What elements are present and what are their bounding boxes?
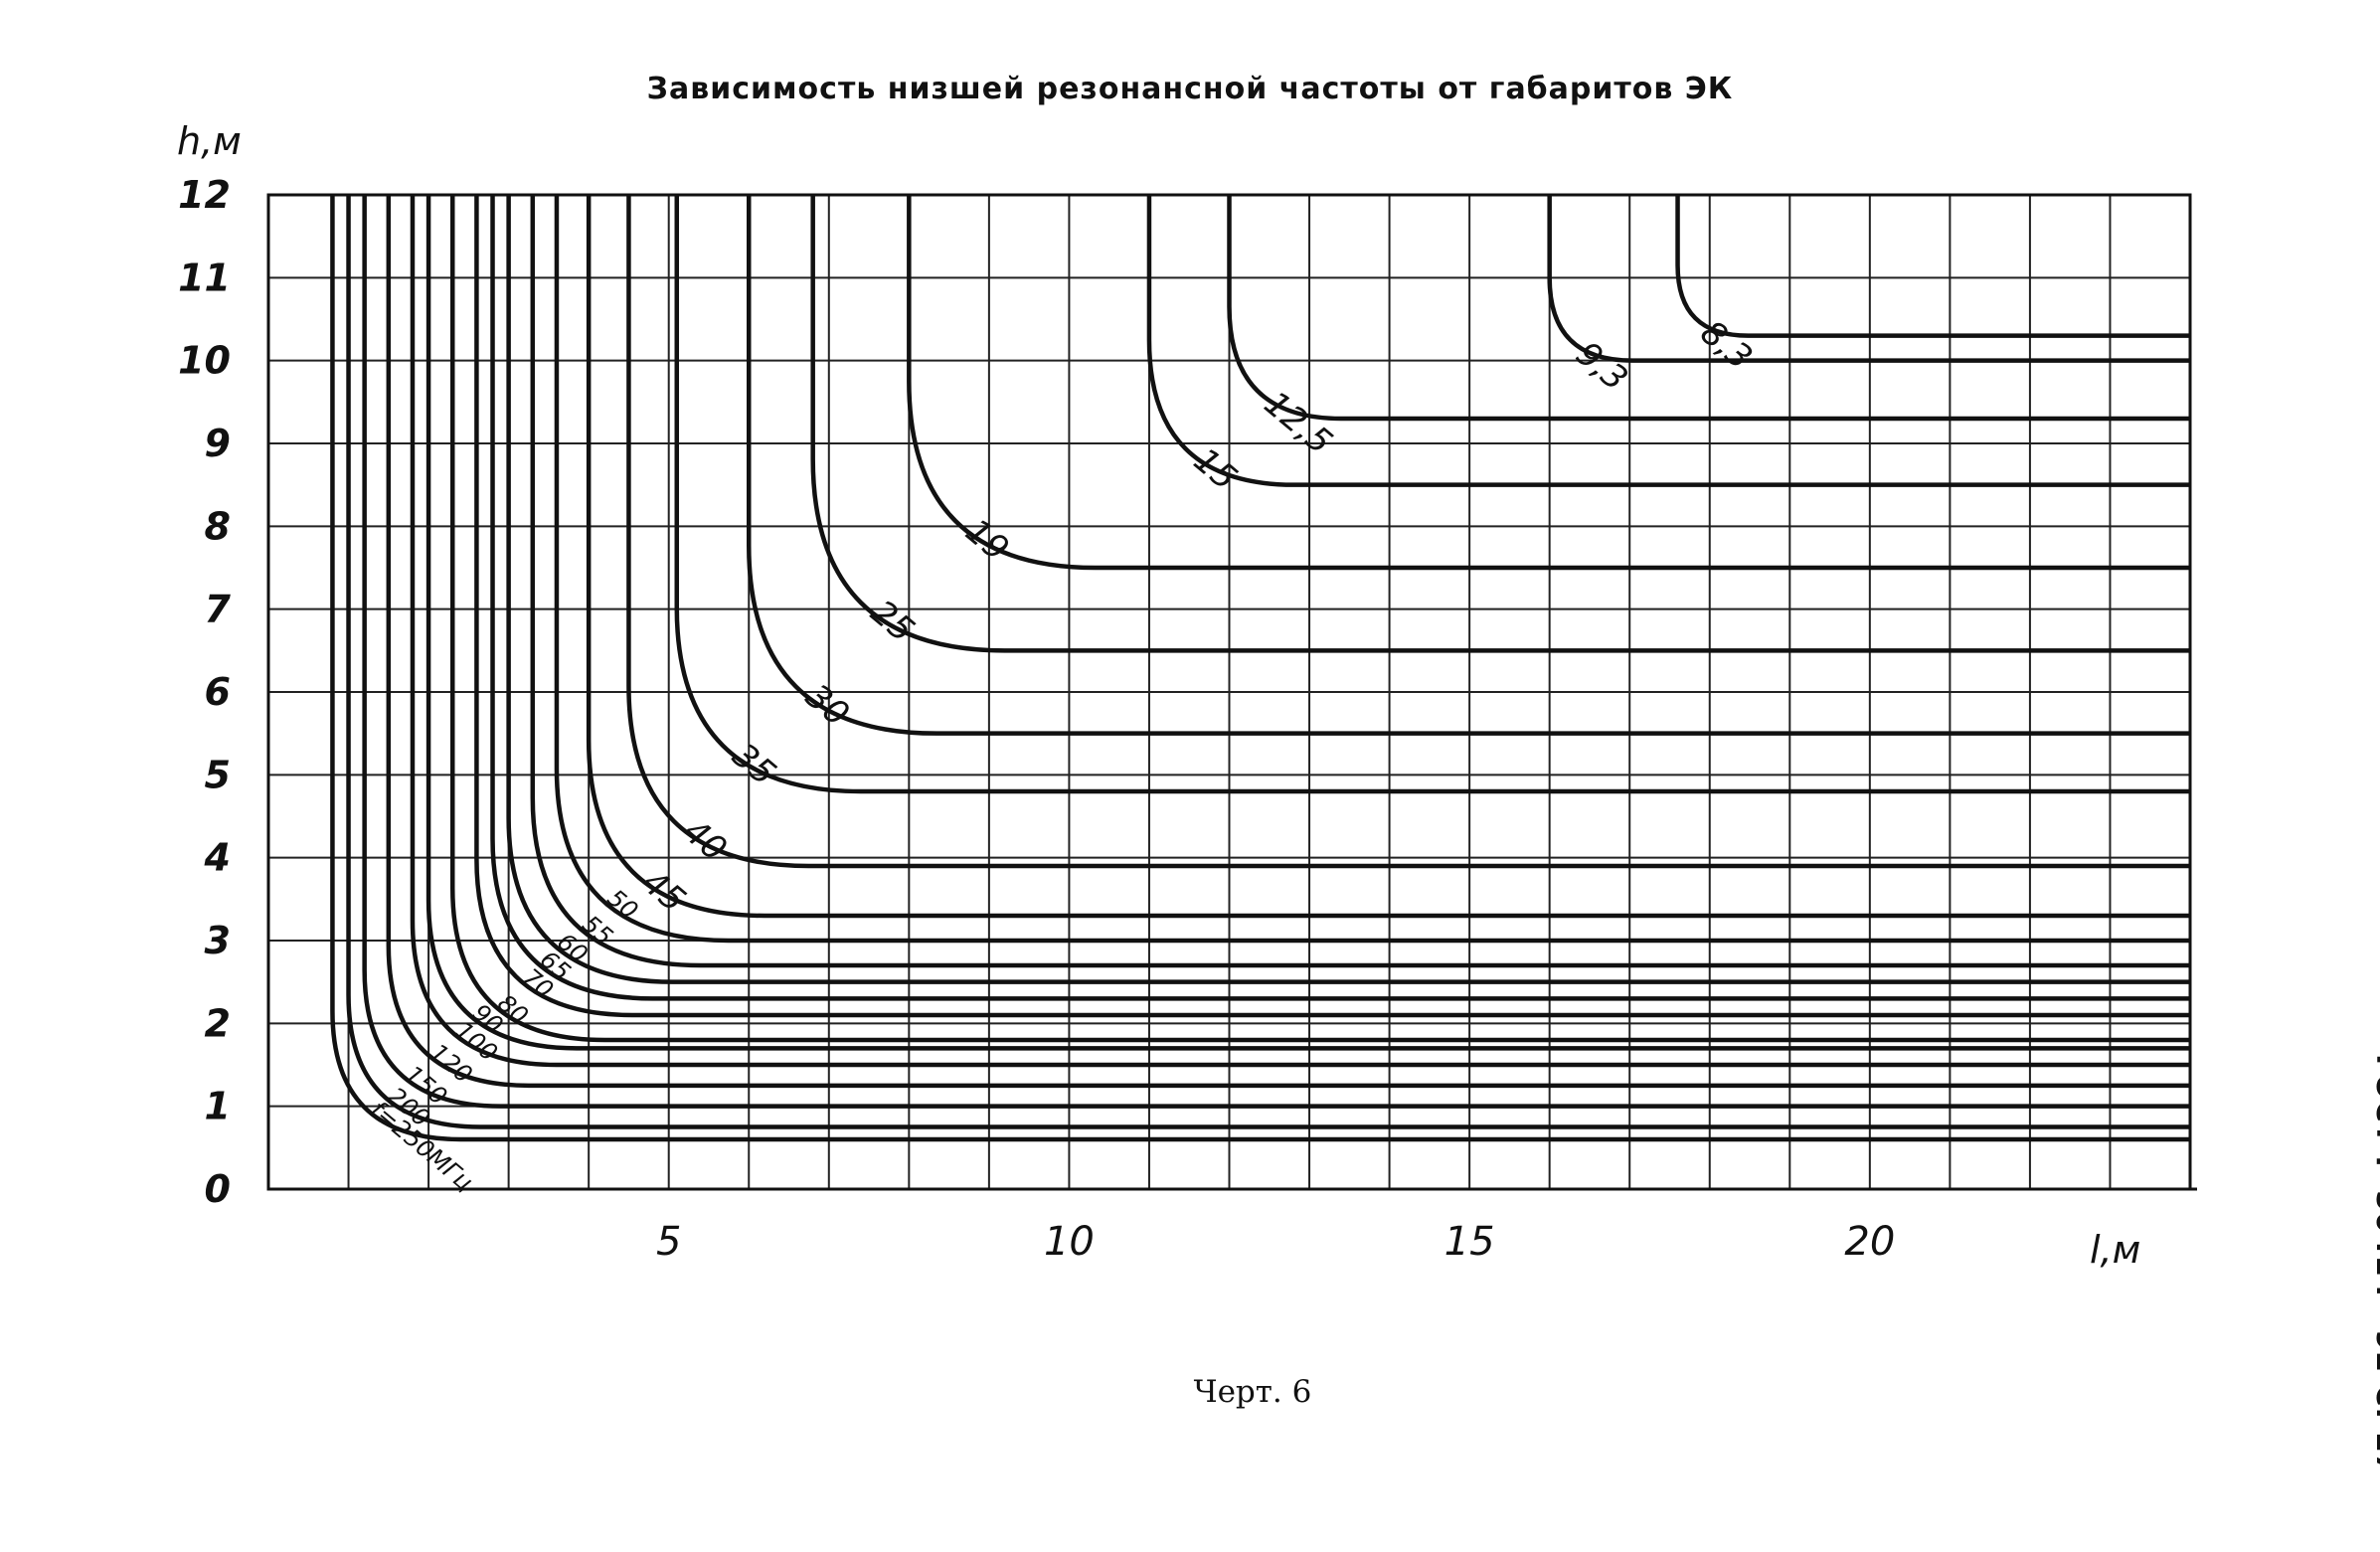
curve-120: [386, 195, 2190, 1089]
y-tick-label: 1: [205, 1085, 231, 1128]
curve-80: [449, 195, 2190, 1043]
curve-label: 35: [725, 736, 783, 793]
curve-60: [506, 195, 2190, 984]
curve-9-3: [1547, 195, 2190, 363]
y-tick-label: 5: [205, 753, 231, 796]
chart-title: Зависимость низшей резонансной частоты о…: [646, 72, 1734, 106]
figure-caption: Черт. 6: [1193, 1374, 1312, 1410]
y-tick-label: 11: [178, 256, 231, 299]
y-tick-label: 10: [178, 339, 231, 383]
curve-label: 40: [676, 811, 735, 869]
curve-40: [626, 195, 2190, 869]
y-tick-label: 9: [205, 422, 231, 465]
x-axis-label: l,м: [2090, 1228, 2140, 1272]
y-tick-label: 3: [205, 919, 231, 962]
y-tick-label: 4: [204, 836, 231, 880]
y-tick-label: 12: [178, 173, 231, 217]
y-tick-label: 6: [205, 670, 231, 714]
standard-side-label: ГОСТ Р 50414—92 С. 17: [2369, 1054, 2380, 1475]
curve-150: [362, 195, 2190, 1109]
curves: [330, 195, 2190, 1142]
curve-f-250МГц: [330, 195, 2190, 1142]
x-tick-label: 15: [1445, 1219, 1495, 1265]
curve-label: 30: [798, 676, 857, 734]
curve-45: [586, 195, 2190, 919]
y-tick-label: 8: [205, 504, 231, 548]
y-axis-label: h,м: [177, 119, 242, 163]
x-tick-label: 5: [656, 1219, 681, 1265]
curve-label: 25: [863, 593, 922, 650]
curve-50: [554, 195, 2190, 944]
curve-label: 12,5: [1257, 384, 1340, 462]
curve-65: [490, 195, 2190, 1001]
curve-90: [425, 195, 2190, 1051]
curve-55: [530, 195, 2190, 968]
curve-100: [410, 195, 2190, 1068]
y-tick-label: 7: [205, 588, 232, 631]
y-tick-label: 2: [205, 1001, 231, 1045]
curve-70: [474, 195, 2190, 1018]
x-tick-label: 10: [1044, 1219, 1095, 1265]
curve-15: [1146, 195, 2190, 487]
curve-12-5: [1227, 195, 2190, 422]
curve-19: [907, 195, 2190, 571]
curve-35: [674, 195, 2190, 794]
curve-30: [747, 195, 2190, 736]
curve-8-3: [1675, 195, 2190, 338]
curve-25: [810, 195, 2190, 653]
x-tick-label: 20: [1844, 1219, 1895, 1265]
curve-200: [346, 195, 2190, 1129]
y-tick-label: 0: [205, 1167, 231, 1211]
curve-label: 19: [957, 511, 1016, 569]
curve-label: 45: [634, 862, 693, 920]
curve-label: 15: [1186, 440, 1245, 498]
